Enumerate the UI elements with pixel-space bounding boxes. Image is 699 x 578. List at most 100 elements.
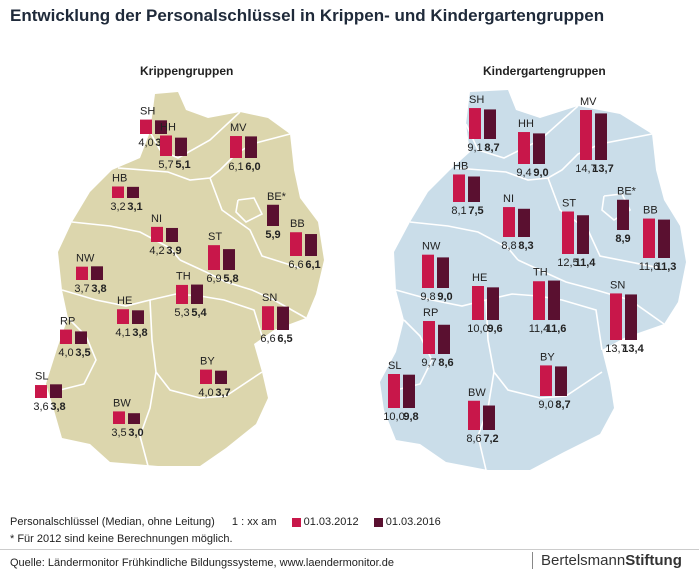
state-group-nw: NW 3,7 3,8 — [74, 252, 106, 295]
state-group-sh: SH 9,1 8,7 — [467, 94, 499, 154]
state-group-th: TH 11,411,6 — [529, 267, 567, 335]
value-label-2016: 3,8 — [50, 401, 65, 413]
state-code-label: HB — [453, 160, 468, 172]
state-group-by: BY 9,0 8,7 — [538, 351, 570, 411]
state-group-bw: BW 8,6 7,2 — [466, 387, 498, 445]
value-label-2012: 14,7 — [575, 163, 596, 175]
bar-2012 — [468, 400, 480, 430]
bar-2016 — [127, 186, 139, 198]
state-code-label: BE* — [617, 186, 637, 198]
state-group-mv: MV 6,1 6,0 — [228, 122, 260, 173]
value-label-2012: 8,8 — [501, 240, 516, 252]
state-group-he: HE 10,09,6 — [467, 272, 502, 335]
value-label-2012: 5,3 — [174, 307, 189, 319]
value-label-2016: 8,3 — [518, 240, 533, 252]
value-label-2016: 6,5 — [277, 333, 292, 345]
bar-2012 — [423, 321, 435, 354]
bar-2012 — [453, 174, 465, 202]
bar-2016 — [437, 257, 449, 288]
bar-2016 — [191, 284, 203, 304]
bar-2016 — [577, 215, 589, 254]
value-label-2016: 9,6 — [487, 323, 502, 335]
bar-2012 — [580, 110, 592, 160]
value-label-2016: 11,6 — [546, 323, 567, 335]
state-group-ni: NI 8,8 8,3 — [501, 193, 533, 252]
value-label-2016: 3,5 — [75, 347, 90, 359]
kita-map-title: Kindergartengruppen — [483, 64, 606, 78]
value-label-2012: 11,4 — [529, 323, 550, 335]
state-group-sn: SN 13,713,4 — [605, 279, 644, 355]
bar-2016 — [267, 204, 279, 226]
value-label-2016: 3,7 — [215, 387, 230, 399]
bar-2016 — [438, 324, 450, 354]
bar-2012 — [60, 329, 72, 344]
state-code-label: NI — [503, 193, 514, 205]
value-label-2016: 3,1 — [127, 201, 142, 213]
state-code-label: ST — [562, 198, 576, 210]
value-label-2016: 8,6 — [438, 357, 453, 369]
state-code-label: NW — [76, 252, 95, 264]
bar-2016 — [91, 266, 103, 280]
state-group-rp: RP 4,0 3,5 — [58, 316, 90, 359]
state-group-he: HE 4,1 3,8 — [115, 295, 147, 339]
bar-2012 — [176, 284, 188, 304]
state-code-label: NI — [151, 213, 162, 225]
bar-2012 — [290, 232, 302, 256]
bar-2012 — [540, 365, 552, 396]
bar-2016 — [484, 109, 496, 139]
bar-2012 — [472, 286, 484, 320]
state-code-label: NW — [422, 241, 441, 253]
bar-2016 — [403, 374, 415, 408]
value-label-2012: 6,6 — [260, 333, 275, 345]
divider — [0, 549, 699, 550]
value-label-2016: 5,9 — [265, 229, 280, 241]
value-label-2012: 9,1 — [467, 142, 482, 154]
value-label-2012: 8,6 — [466, 433, 481, 445]
value-label-2012: 3,7 — [74, 283, 89, 295]
bar-2012 — [388, 374, 400, 408]
state-group-rp: RP 9,7 8,6 — [421, 307, 453, 369]
value-label-2016: 11,3 — [656, 261, 677, 273]
value-label-2016: 3,9 — [166, 245, 181, 257]
value-label-2012: 12,5 — [557, 257, 578, 269]
state-code-label: TH — [533, 267, 548, 279]
bar-2016 — [595, 113, 607, 160]
bar-2012 — [112, 186, 124, 198]
bar-2012 — [562, 211, 574, 254]
state-code-label: TH — [176, 271, 191, 283]
state-group-ni: NI 4,2 3,9 — [149, 213, 181, 257]
bar-2016 — [533, 133, 545, 164]
bar-2016 — [277, 306, 289, 330]
state-code-label: SN — [610, 279, 625, 291]
state-group-be: BE* 8,9 — [615, 186, 636, 245]
state-group-bw: BW 3,5 3,0 — [111, 397, 143, 439]
state-code-label: RP — [423, 307, 438, 319]
germany-map-krippe — [46, 92, 324, 466]
value-label-2016: 8,7 — [555, 399, 570, 411]
state-code-label: SL — [388, 360, 401, 372]
bar-2016 — [155, 120, 167, 134]
bar-2012 — [518, 132, 530, 164]
bar-2012 — [610, 293, 622, 340]
value-label-2012: 3,2 — [110, 201, 125, 213]
legend-label: Personalschlüssel (Median, ohne Leitung) — [10, 516, 215, 529]
logo-part2: Stiftung — [625, 552, 682, 569]
value-label-2012: 3,6 — [33, 401, 48, 413]
value-label-2016: 8,7 — [484, 142, 499, 154]
bar-2012 — [469, 108, 481, 139]
state-code-label: MV — [580, 96, 597, 108]
value-label-2016: 3,8 — [91, 283, 106, 295]
value-label-2016: 6,1 — [305, 259, 320, 271]
legend-series-2012: 01.03.2012 — [303, 516, 359, 529]
value-label-2012: 10,0 — [467, 323, 488, 335]
value-label-2012: 4,2 — [149, 245, 164, 257]
bar-2016 — [518, 208, 530, 237]
state-code-label: SH — [469, 94, 484, 106]
bar-2012 — [35, 385, 47, 398]
state-group-hb: HB 3,2 3,1 — [110, 172, 142, 213]
state-code-label: BY — [540, 351, 555, 363]
value-label-2012: 11,6 — [639, 261, 660, 273]
state-code-label: BW — [113, 397, 131, 409]
state-group-th: TH 5,3 5,4 — [174, 271, 207, 319]
bar-2012 — [503, 207, 515, 237]
